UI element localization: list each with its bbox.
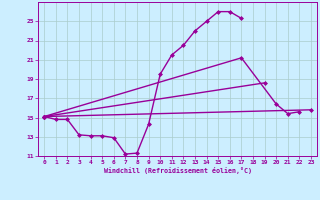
X-axis label: Windchill (Refroidissement éolien,°C): Windchill (Refroidissement éolien,°C) (104, 167, 252, 174)
